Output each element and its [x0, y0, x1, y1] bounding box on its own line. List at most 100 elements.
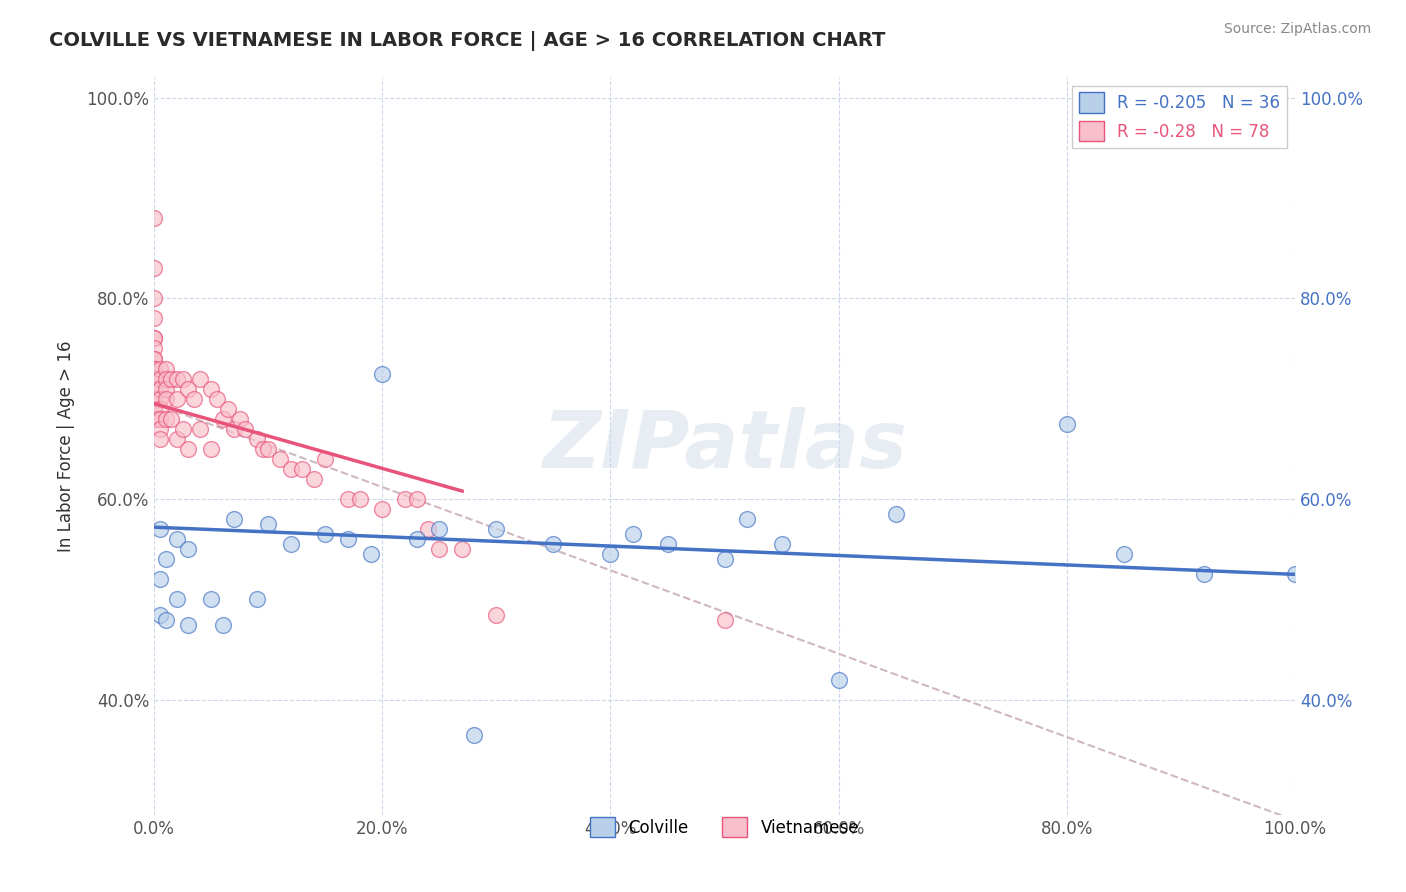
- Point: [222, 512, 245, 526]
- Point: [143, 392, 166, 406]
- Point: [205, 392, 228, 406]
- Point: [177, 617, 200, 632]
- Point: [257, 517, 280, 532]
- Point: [143, 392, 166, 406]
- Point: [149, 411, 172, 425]
- Point: [1112, 547, 1135, 561]
- Point: [543, 537, 565, 551]
- Point: [149, 432, 172, 446]
- Point: [143, 351, 166, 366]
- Point: [149, 392, 172, 406]
- Point: [149, 422, 172, 436]
- Point: [246, 592, 269, 607]
- Point: [143, 211, 166, 225]
- Point: [149, 361, 172, 376]
- Point: [621, 527, 644, 541]
- Point: [416, 522, 439, 536]
- Point: [280, 462, 302, 476]
- Point: [155, 382, 177, 396]
- Point: [599, 547, 621, 561]
- Point: [166, 432, 188, 446]
- Point: [337, 533, 360, 547]
- Point: [485, 607, 508, 622]
- Point: [884, 507, 907, 521]
- Point: [166, 392, 188, 406]
- Point: [143, 411, 166, 425]
- Point: [314, 527, 336, 541]
- Point: [149, 607, 172, 622]
- Point: [160, 411, 183, 425]
- Legend: Colville, Vietnamese: Colville, Vietnamese: [583, 810, 866, 844]
- Point: [1056, 417, 1078, 431]
- Point: [770, 537, 793, 551]
- Point: [211, 617, 233, 632]
- Point: [235, 422, 257, 436]
- Point: [713, 552, 735, 566]
- Point: [302, 472, 325, 486]
- Point: [143, 411, 166, 425]
- Point: [143, 342, 166, 356]
- Point: [155, 371, 177, 385]
- Point: [427, 542, 450, 557]
- Point: [200, 382, 222, 396]
- Point: [463, 728, 485, 742]
- Point: [143, 261, 166, 276]
- Point: [155, 392, 177, 406]
- Point: [143, 331, 166, 345]
- Point: [451, 542, 474, 557]
- Point: [737, 512, 759, 526]
- Point: [222, 422, 245, 436]
- Point: [149, 411, 172, 425]
- Point: [188, 422, 211, 436]
- Point: [200, 442, 222, 456]
- Text: ZIPatlas: ZIPatlas: [543, 408, 907, 485]
- Point: [149, 401, 172, 416]
- Point: [143, 361, 166, 376]
- Point: [485, 522, 508, 536]
- Point: [155, 552, 177, 566]
- Point: [217, 401, 239, 416]
- Point: [827, 673, 849, 687]
- Point: [177, 382, 200, 396]
- Point: [155, 613, 177, 627]
- Point: [177, 542, 200, 557]
- Point: [360, 547, 382, 561]
- Point: [188, 371, 211, 385]
- Point: [143, 401, 166, 416]
- Point: [166, 533, 188, 547]
- Point: [143, 361, 166, 376]
- Point: [291, 462, 314, 476]
- Point: [172, 371, 194, 385]
- Point: [200, 592, 222, 607]
- Point: [177, 442, 200, 456]
- Point: [143, 392, 166, 406]
- Point: [405, 492, 427, 507]
- Point: [269, 451, 291, 466]
- Point: [371, 367, 394, 381]
- Point: [149, 522, 172, 536]
- Point: [257, 442, 280, 456]
- Point: [149, 573, 172, 587]
- Point: [143, 382, 166, 396]
- Point: [657, 537, 679, 551]
- Point: [143, 311, 166, 326]
- Point: [228, 411, 250, 425]
- Point: [143, 361, 166, 376]
- Point: [143, 331, 166, 345]
- Point: [166, 592, 188, 607]
- Point: [211, 411, 233, 425]
- Point: [143, 382, 166, 396]
- Point: [172, 422, 194, 436]
- Point: [160, 371, 183, 385]
- Text: Source: ZipAtlas.com: Source: ZipAtlas.com: [1223, 22, 1371, 37]
- Point: [1192, 567, 1215, 582]
- Point: [371, 502, 394, 516]
- Point: [155, 411, 177, 425]
- Point: [143, 351, 166, 366]
- Text: COLVILLE VS VIETNAMESE IN LABOR FORCE | AGE > 16 CORRELATION CHART: COLVILLE VS VIETNAMESE IN LABOR FORCE | …: [49, 31, 886, 51]
- Point: [252, 442, 274, 456]
- Point: [713, 613, 735, 627]
- Point: [280, 537, 302, 551]
- Point: [427, 522, 450, 536]
- Point: [349, 492, 371, 507]
